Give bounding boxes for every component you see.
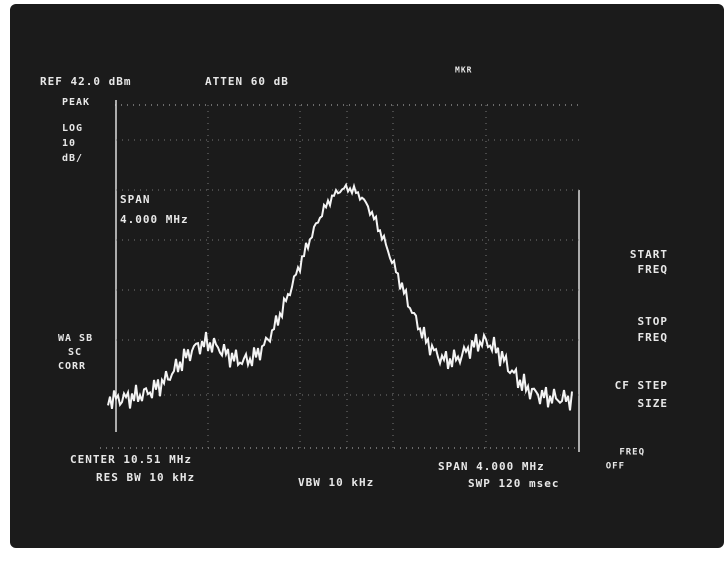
softkey: STOP bbox=[638, 315, 669, 328]
softkey: FREQ bbox=[619, 448, 645, 458]
span-footer: SPAN 4.000 MHz bbox=[438, 460, 545, 473]
span-label: SPAN bbox=[120, 193, 151, 206]
left-label: LOG bbox=[62, 123, 83, 134]
sweep-time: SWP 120 msec bbox=[468, 477, 559, 490]
softkey: CF STEP bbox=[615, 379, 668, 392]
res-bw: RES BW 10 kHz bbox=[96, 471, 195, 484]
left-label: PEAK bbox=[62, 97, 90, 108]
attenuation: ATTEN 60 dB bbox=[205, 75, 289, 88]
correction-label: CORR bbox=[58, 361, 86, 372]
softkey: SIZE bbox=[638, 397, 669, 410]
ref-level: REF 42.0 dBm bbox=[40, 75, 131, 88]
signal-trace bbox=[107, 182, 573, 411]
correction-label: WA SB bbox=[58, 333, 93, 344]
softkey: FREQ bbox=[638, 331, 669, 344]
center-freq: CENTER 10.51 MHz bbox=[70, 453, 192, 466]
left-label: 10 bbox=[62, 138, 76, 149]
span-value: 4.000 MHz bbox=[120, 213, 189, 226]
marker: MKR bbox=[455, 66, 472, 75]
softkey: OFF bbox=[606, 462, 625, 472]
vbw: VBW 10 kHz bbox=[298, 476, 374, 489]
graticule bbox=[100, 100, 580, 452]
correction-label: SC bbox=[68, 347, 82, 358]
left-label: dB/ bbox=[62, 153, 83, 164]
softkey: FREQ bbox=[638, 263, 669, 276]
softkey: START bbox=[630, 248, 668, 261]
